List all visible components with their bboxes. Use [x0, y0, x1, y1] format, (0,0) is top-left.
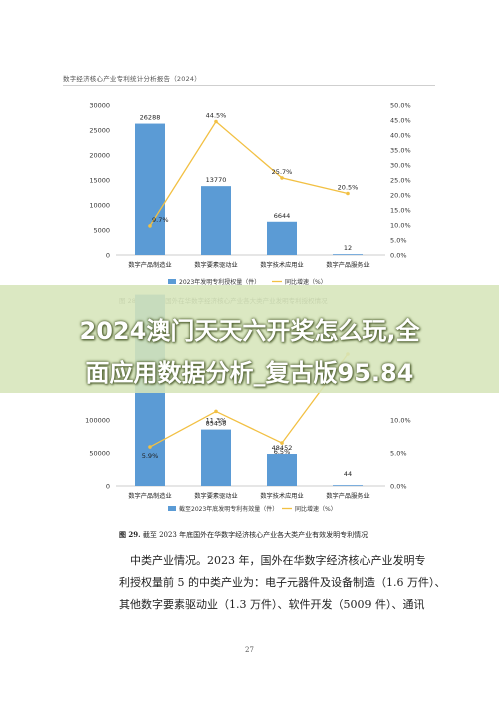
growth-line [149, 353, 349, 448]
legend-bar-swatch [168, 506, 176, 511]
y2-tick-label: 10.0% [390, 417, 411, 425]
growth-line [149, 120, 349, 227]
bar-value-label: 6644 [274, 212, 291, 220]
growth-point [280, 176, 284, 180]
y2-tick-label: 20.0% [390, 192, 411, 200]
overlay-title-line-2: 面应用数据分析_复古版95.84 [85, 359, 414, 387]
growth-value-label: 11.3% [206, 416, 227, 424]
body-paragraph: 中类产业情况。2023 年，国外在华数字经济核心产业发明专 利授权量前 5 的中… [119, 550, 449, 616]
y2-tick-label: 5.0% [390, 450, 407, 458]
page-number: 27 [245, 646, 254, 654]
figure-29-text: 截至 2023 年底国外在华数字经济核心产业各大类产业有效发明专利情况 [140, 531, 369, 539]
legend-bar-swatch [168, 279, 176, 284]
growth-value-label: 25.7% [272, 168, 293, 176]
y-tick-label: 20000 [89, 152, 110, 160]
legend-line-label: 同比增速（%） [285, 278, 327, 286]
y2-tick-label: 40.0% [390, 132, 411, 140]
legend-bar-label: 截至2023年底发明专利有效量（件） [179, 505, 278, 513]
y2-tick-label: 0.0% [390, 483, 407, 491]
growth-value-label: 6.5% [274, 448, 291, 456]
bar-value-label: 44 [344, 470, 352, 478]
header-rule [63, 85, 435, 86]
bar-value-label: 48452 [272, 444, 293, 452]
paragraph-line-2: 利授权量前 5 的中类产业为：电子元器件及设备制造（1.6 万件）、 [119, 576, 446, 589]
y-tick-label: 30000 [89, 102, 110, 110]
y2-tick-label: 10.0% [390, 222, 411, 230]
growth-value-label: 9.7% [152, 216, 169, 224]
x-tick-label: 数字技术应用业 [260, 261, 303, 269]
y-tick-label: 0 [106, 252, 110, 260]
bar [333, 485, 363, 486]
figure-29-label: 图 29. [119, 530, 141, 539]
paragraph-line-3: 其他数字要素驱动业（1.3 万件）、软件开发（5009 件）、通讯 [119, 598, 425, 611]
x-tick-label: 数字要素驱动业 [194, 261, 237, 269]
y-tick-label: 15000 [89, 177, 110, 185]
growth-point [214, 409, 218, 414]
y-tick-label: 50000 [89, 450, 110, 458]
bar-value-label: 12 [344, 244, 352, 252]
growth-point [280, 441, 284, 445]
bar [267, 221, 297, 255]
x-tick-label: 数字产品服务业 [326, 492, 369, 500]
growth-point [346, 191, 350, 196]
y2-tick-label: 25.0% [390, 177, 411, 185]
x-tick-label: 数字产品制造业 [128, 492, 171, 500]
growth-value-label: 20.5% [338, 184, 359, 192]
growth-value-label: 5.9% [142, 452, 159, 460]
y-tick-label: 25000 [89, 127, 110, 135]
y2-tick-label: 45.0% [390, 117, 411, 125]
y2-tick-label: 50.0% [390, 102, 411, 110]
growth-point [214, 119, 218, 124]
overlay-banner [0, 285, 499, 393]
y2-tick-label: 35.0% [390, 147, 411, 155]
bar [267, 454, 297, 486]
y2-tick-label: 30.0% [390, 162, 411, 170]
bar-value-label: 85458 [206, 420, 227, 428]
growth-point [148, 445, 152, 449]
y-tick-label: 5000 [93, 227, 110, 235]
chart-valid-patents-2023: 0 50000 100000 0.0% 5.0% 10.0% 85458 48452 44 5.9… [85, 294, 411, 513]
y2-tick-label: 5.0% [390, 237, 407, 245]
bar [135, 123, 165, 255]
bar [201, 186, 231, 255]
y-tick-label: 0 [106, 483, 110, 491]
bar [201, 429, 231, 486]
x-tick-label: 数字要素驱动业 [194, 492, 237, 500]
y-tick-label: 100000 [85, 417, 110, 425]
bar-value-label: 13770 [206, 176, 227, 184]
bar-value-label: 26288 [140, 114, 161, 122]
x-tick-label: 数字产品服务业 [326, 261, 369, 269]
growth-point [148, 224, 152, 228]
legend-line-label: 同比增速（%） [295, 505, 337, 513]
legend-bar-label: 2023年发明专利授权量（件） [179, 278, 260, 286]
growth-value-label: 44.5% [206, 112, 227, 120]
y2-tick-label: 15.0% [390, 207, 411, 215]
x-tick-label: 数字产品制造业 [128, 261, 171, 269]
paragraph-line-1: 中类产业情况。2023 年，国外在华数字经济核心产业发明专 [119, 554, 426, 567]
y-tick-label: 10000 [89, 202, 110, 210]
running-header: 数字经济核心产业专利统计分析报告（2024） [63, 75, 201, 83]
x-tick-label: 数字技术应用业 [260, 492, 303, 500]
y2-tick-label: 0.0% [390, 252, 407, 260]
figure-29-caption: 图 29. 截至 2023 年底国外在华数字经济核心产业各大类产业有效发明专利情… [119, 530, 368, 540]
bar [333, 254, 363, 255]
overlay-title-line-1: 2024澳门天天六开奖怎么玩,全 [79, 317, 420, 345]
